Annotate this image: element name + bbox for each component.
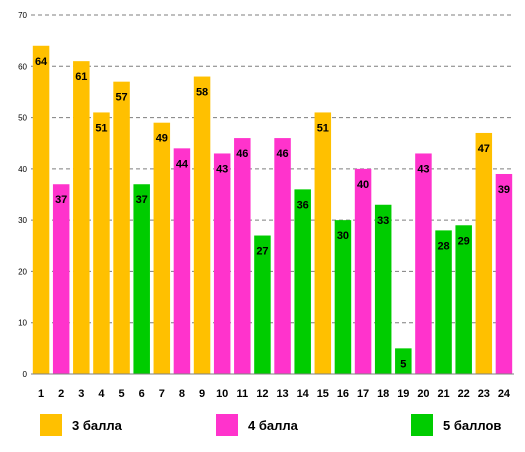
legend-swatch-5: [411, 414, 433, 436]
x-tick-label: 23: [478, 388, 490, 400]
x-tick-label: 9: [199, 388, 205, 400]
bar: [52, 184, 70, 374]
x-tick-label: 18: [377, 388, 389, 400]
data-label: 28: [437, 240, 449, 252]
bar: [435, 230, 452, 374]
x-tick-label: 19: [397, 388, 409, 400]
bar: [395, 348, 412, 374]
bar: [415, 153, 432, 374]
y-tick-label: 10: [18, 319, 27, 328]
x-axis-ticks: 1 2 3 4 5 6 7 8 9 10 11 12 13 14 15 16 17 18 19 20 21 22 23 24: [38, 388, 511, 400]
bar: [374, 204, 392, 374]
bar: [254, 235, 271, 374]
data-label: 46: [236, 148, 248, 160]
gridlines: [31, 14, 514, 324]
x-tick-label: 7: [159, 388, 165, 400]
bar: [274, 138, 291, 374]
bar: [113, 81, 130, 375]
legend-label-3: 3 балла: [72, 417, 122, 433]
x-tick-label: 20: [417, 388, 429, 400]
data-label: 40: [357, 179, 369, 191]
data-labels: 64 37 61 51 57 37 49 44 58 43 46 27 46 36 51 30 40 33 5 43 2…: [35, 56, 510, 371]
x-tick-label: 13: [276, 388, 288, 400]
data-label: 27: [256, 246, 268, 258]
x-tick-label: 10: [216, 388, 228, 400]
x-tick-label: 6: [139, 388, 145, 400]
bar: [193, 76, 211, 375]
bar: [314, 112, 332, 374]
data-label: 47: [478, 143, 490, 155]
data-label: 57: [115, 92, 127, 104]
x-tick-label: 1: [38, 388, 44, 400]
bar: [495, 173, 513, 374]
x-tick-label: 12: [256, 388, 268, 400]
x-tick-label: 15: [317, 388, 329, 400]
bar: [455, 225, 472, 374]
data-label: 29: [458, 235, 470, 247]
x-tick-label: 14: [297, 388, 310, 400]
legend: 3 балла 4 балла 5 баллов: [0, 410, 525, 440]
x-tick-label: 5: [119, 388, 125, 400]
data-label: 37: [55, 194, 67, 206]
y-tick-label: 60: [18, 62, 27, 71]
bar: [32, 45, 50, 375]
data-label: 58: [196, 87, 208, 99]
y-tick-label: 70: [18, 11, 27, 20]
bar: [153, 122, 171, 374]
bar: [73, 61, 90, 375]
x-tick-label: 22: [458, 388, 470, 400]
legend-swatch-3: [40, 414, 62, 436]
x-tick-label: 8: [179, 388, 185, 400]
data-label: 43: [216, 163, 228, 175]
bar: [334, 220, 352, 374]
y-tick-label: 50: [18, 114, 27, 123]
data-label: 51: [95, 122, 107, 134]
data-label: 49: [156, 133, 168, 145]
legend-swatch-4: [216, 414, 238, 436]
data-label: 36: [297, 199, 309, 211]
bar: [294, 189, 311, 374]
legend-label-4: 4 балла: [248, 417, 298, 433]
bar: [213, 153, 231, 374]
x-tick-label: 11: [236, 388, 248, 400]
y-tick-label: 30: [18, 216, 27, 225]
data-label: 5: [400, 358, 406, 370]
x-tick-label: 2: [58, 388, 64, 400]
x-tick-label: 21: [437, 388, 449, 400]
data-label: 46: [276, 148, 288, 160]
y-tick-label: 40: [18, 165, 27, 174]
data-label: 30: [337, 230, 349, 242]
data-label: 39: [498, 184, 510, 196]
legend-label-5: 5 баллов: [443, 417, 502, 433]
legend-item-3: 3 балла: [40, 414, 122, 436]
data-label: 44: [176, 158, 189, 170]
x-tick-label: 24: [498, 388, 511, 400]
data-label: 64: [35, 56, 48, 68]
legend-item-4: 4 балла: [216, 414, 298, 436]
bar: [234, 138, 251, 374]
bar: [354, 168, 372, 374]
bar: [93, 112, 110, 374]
x-tick-label: 4: [98, 388, 105, 400]
data-label: 61: [75, 71, 87, 83]
bar: [133, 184, 150, 374]
y-tick-label: 0: [23, 370, 28, 379]
data-label: 37: [136, 194, 148, 206]
y-axis-ticks: 0 10 20 30 40 50 60 70: [18, 11, 27, 379]
data-label: 51: [317, 122, 329, 134]
x-tick-label: 3: [78, 388, 84, 400]
bar: [475, 132, 493, 374]
bar: [173, 148, 191, 374]
data-label: 43: [417, 163, 429, 175]
x-tick-label: 17: [357, 388, 369, 400]
legend-item-5: 5 баллов: [411, 414, 501, 436]
bars: [32, 45, 513, 375]
data-label: 33: [377, 215, 389, 227]
y-tick-label: 20: [18, 267, 27, 276]
x-tick-label: 16: [337, 388, 349, 400]
